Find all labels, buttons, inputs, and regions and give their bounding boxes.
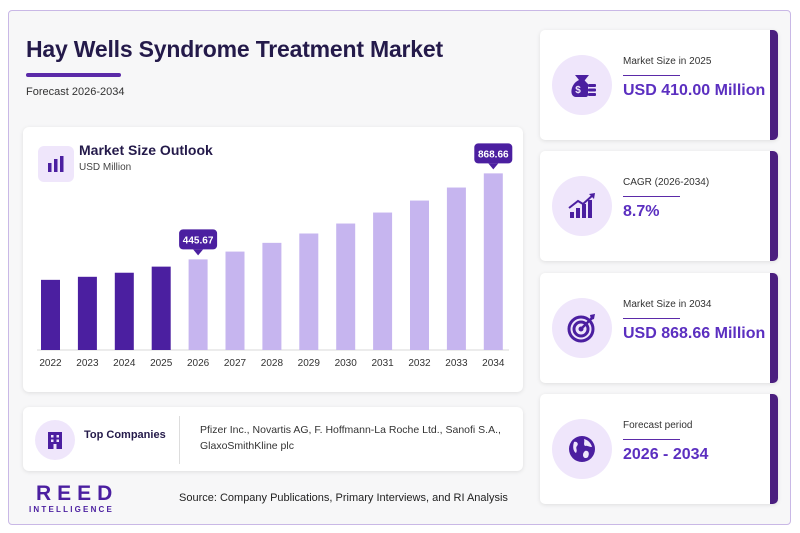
- x-tick-label: 2033: [445, 358, 468, 369]
- bar-2028: [262, 242, 282, 350]
- kpi-label: Market Size in 2025: [623, 56, 712, 67]
- bar-2033: [446, 187, 466, 350]
- bar-2024: [114, 272, 134, 350]
- top-companies-card: [23, 407, 523, 471]
- title-underline: [26, 73, 121, 77]
- kpi-divider: [623, 318, 680, 319]
- kpi-value: 2026 - 2034: [623, 446, 709, 463]
- bar-2034: [483, 173, 503, 350]
- top-companies-label: Top Companies: [84, 429, 166, 441]
- x-tick-label: 2028: [261, 358, 284, 369]
- kpi-card-cagr: CAGR (2026-2034) 8.7%: [540, 151, 778, 261]
- x-tick-label: 2024: [113, 358, 136, 369]
- chart-title: Market Size Outlook: [79, 142, 213, 158]
- kpi-divider: [623, 196, 680, 197]
- x-tick-label: 2022: [39, 358, 62, 369]
- bar-2023: [77, 276, 97, 350]
- source-note: Source: Company Publications, Primary In…: [179, 492, 508, 504]
- bar-chart-icon: [38, 146, 74, 182]
- value-callout-label: 868.66: [478, 149, 509, 160]
- kpi-card-forecast-period: Forecast period 2026 - 2034: [540, 394, 778, 504]
- page-subtitle: Forecast 2026-2034: [26, 86, 125, 98]
- kpi-divider: [623, 75, 680, 76]
- target-icon: [552, 298, 612, 358]
- bar-chart: 2022 2023 2024 2025 2026 2027 2028 2029 2030 2031…: [37, 143, 513, 369]
- money-bag-icon: $: [552, 55, 612, 115]
- globe-icon: [552, 419, 612, 479]
- bar-2026: [188, 259, 208, 350]
- divider: [179, 416, 180, 464]
- x-tick-label: 2034: [482, 358, 505, 369]
- value-callout-label: 445.67: [183, 235, 214, 246]
- kpi-card-market-2025: $ Market Size in 2025 USD 410.00 Million: [540, 30, 778, 140]
- chart-unit: USD Million: [79, 162, 132, 173]
- logo-tagline: INTELLIGENCE: [29, 505, 115, 514]
- logo-wordmark: REED: [36, 482, 119, 505]
- value-callout-pointer: [488, 163, 499, 170]
- building-icon: [35, 420, 75, 460]
- x-tick-label: 2029: [298, 358, 321, 369]
- svg-text:$: $: [575, 85, 581, 96]
- kpi-label: Forecast period: [623, 420, 693, 431]
- x-tick-label: 2023: [76, 358, 99, 369]
- page-title: Hay Wells Syndrome Treatment Market: [26, 36, 443, 62]
- growth-chart-icon: [552, 176, 612, 236]
- x-tick-label: 2031: [371, 358, 394, 369]
- top-companies-list: Pfizer Inc., Novartis AG, F. Hoffmann-La…: [200, 424, 501, 452]
- value-callout-box: [474, 143, 513, 164]
- kpi-value: USD 410.00 Million: [623, 82, 766, 99]
- card-accent: [770, 394, 778, 504]
- x-tick-label: 2032: [408, 358, 431, 369]
- value-callout-box: [179, 229, 218, 250]
- card-accent: [770, 273, 778, 383]
- kpi-value: 8.7%: [623, 203, 660, 220]
- bar-2025: [151, 266, 171, 350]
- value-callout-pointer: [193, 249, 204, 256]
- bar-2030: [336, 223, 356, 350]
- bar-2032: [410, 200, 429, 350]
- card-accent: [770, 151, 778, 261]
- kpi-divider: [623, 439, 680, 440]
- x-tick-label: 2030: [335, 358, 358, 369]
- kpi-card-market-2034: Market Size in 2034 USD 868.66 Million: [540, 273, 778, 383]
- kpi-value: USD 868.66 Million: [623, 325, 766, 342]
- bar-2027: [225, 251, 245, 350]
- x-tick-label: 2025: [150, 358, 173, 369]
- x-tick-label: 2026: [187, 358, 210, 369]
- kpi-label: Market Size in 2034: [623, 299, 712, 310]
- x-tick-label: 2027: [224, 358, 247, 369]
- bar-2022: [41, 279, 60, 350]
- kpi-label: CAGR (2026-2034): [623, 177, 710, 188]
- card-accent: [770, 30, 778, 140]
- bar-2029: [299, 233, 319, 350]
- bar-2031: [373, 212, 393, 350]
